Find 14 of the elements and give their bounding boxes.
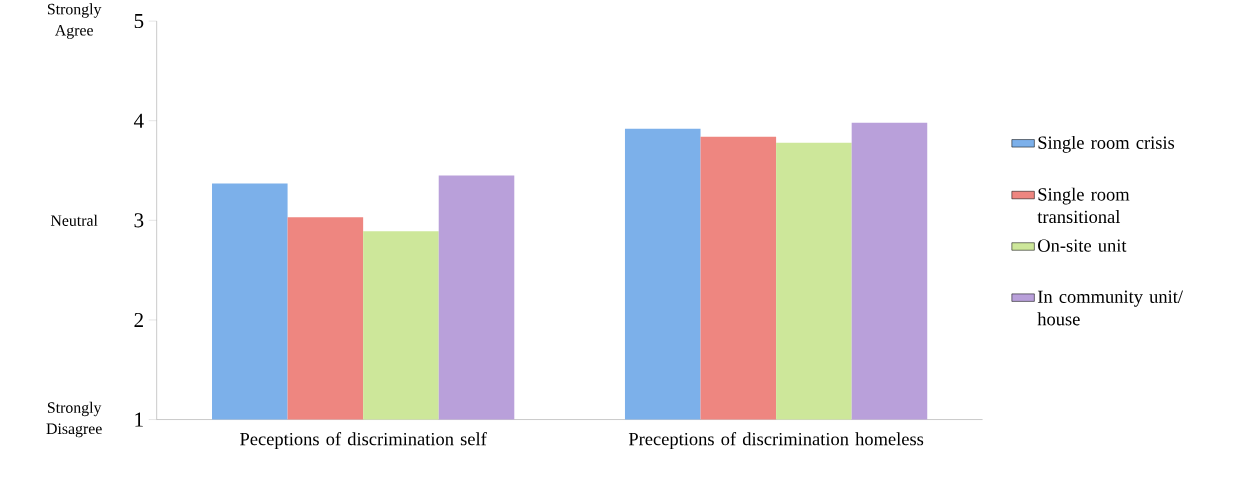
y-tick-label: 1: [135, 412, 143, 427]
legend-label: In community unit/ house: [1037, 290, 1183, 326]
legend-label: Single room transitional: [1037, 187, 1130, 224]
y-tick-label: 4: [133, 113, 144, 128]
x-tick-label: Peceptions of discrimination self: [240, 432, 487, 450]
y-tick-label: 5: [134, 14, 144, 29]
y-tick-label: 3: [134, 213, 144, 228]
legend-label: Single room crisis: [1038, 136, 1175, 153]
x-tick-label: Preceptions of discrimination homeless: [628, 432, 924, 450]
text: Strongly Disagree: [46, 401, 102, 438]
y-tick-label: 2: [134, 313, 143, 328]
text: Neutral: [50, 214, 98, 227]
text: Strongly Agree: [47, 3, 102, 39]
legend-label: On-site unit: [1038, 239, 1127, 252]
